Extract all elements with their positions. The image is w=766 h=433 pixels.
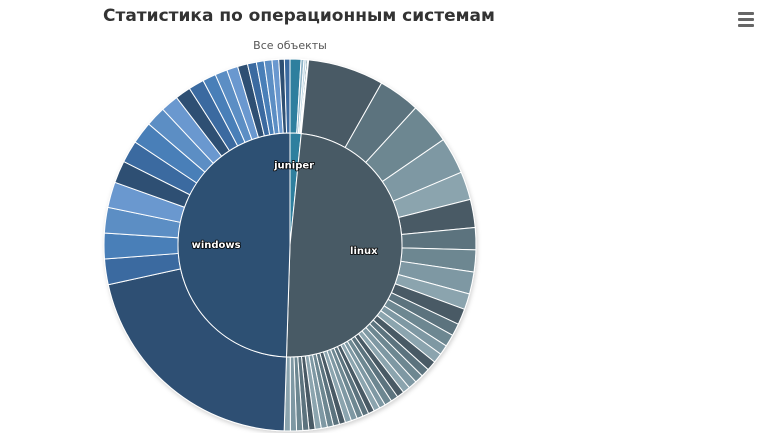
chart-title: Статистика по операционным системам (103, 6, 495, 26)
data-labels: juniper linux windows (191, 160, 379, 258)
inner-slice-windows[interactable] (177, 132, 291, 358)
label-linux: linux (350, 246, 378, 257)
hamburger-menu-icon[interactable] (736, 11, 756, 29)
inner-ring (177, 132, 403, 358)
label-windows: windows (192, 240, 241, 251)
chart-subtitle: Все объекты (253, 39, 327, 52)
outer-ring (103, 58, 477, 432)
inner-slice-linux[interactable] (285, 133, 403, 358)
label-juniper: juniper (273, 161, 314, 172)
